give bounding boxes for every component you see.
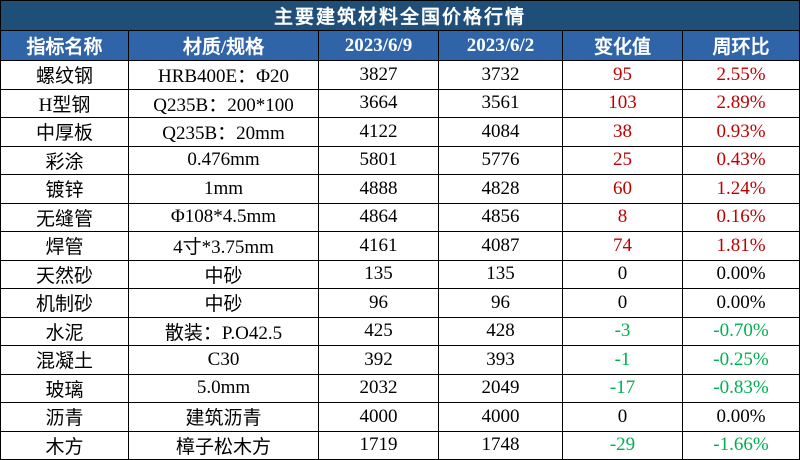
table-cell: 1719: [319, 431, 438, 459]
table-cell: 1.24%: [683, 175, 799, 203]
row-label: 中厚板: [1, 118, 128, 146]
table-cell: 4864: [319, 203, 438, 231]
table-cell: -29: [563, 431, 682, 459]
table-cell: 中砂: [129, 289, 318, 317]
table-cell: 散装：P.O42.5: [129, 317, 318, 345]
table-cell: Q235B：200*100: [129, 89, 318, 117]
row-label: H型钢: [1, 89, 128, 117]
row-label: 彩涂: [1, 146, 128, 174]
table-cell: 4888: [319, 175, 438, 203]
column-header: 材质/规格: [129, 31, 318, 60]
table-cell: Φ108*4.5mm: [129, 203, 318, 231]
table-cell: 5776: [439, 146, 562, 174]
row-label: 螺纹钢: [1, 61, 128, 89]
column-header: 2023/6/9: [319, 31, 438, 60]
table-cell: 1.81%: [683, 232, 799, 260]
table-cell: 0.00%: [683, 289, 799, 317]
table-cell: C30: [129, 346, 318, 374]
table-title: 主要建筑材料全国价格行情: [1, 1, 799, 30]
table-cell: 25: [563, 146, 682, 174]
table-cell: 8: [563, 203, 682, 231]
table-cell: 4000: [439, 403, 562, 431]
table-cell: 3827: [319, 61, 438, 89]
table-cell: 4084: [439, 118, 562, 146]
table-cell: 4087: [439, 232, 562, 260]
row-label: 木方: [1, 431, 128, 459]
table-cell: 95: [563, 61, 682, 89]
row-label: 无缝管: [1, 203, 128, 231]
table-cell: 1mm: [129, 175, 318, 203]
table-cell: 4828: [439, 175, 562, 203]
table-cell: 0.00%: [683, 403, 799, 431]
table-cell: 2.89%: [683, 89, 799, 117]
table-cell: -0.83%: [683, 374, 799, 402]
table-cell: 74: [563, 232, 682, 260]
table-cell: 1748: [439, 431, 562, 459]
table-cell: 3732: [439, 61, 562, 89]
table-cell: 428: [439, 317, 562, 345]
table-cell: Q235B：20mm: [129, 118, 318, 146]
table-cell: HRB400E：Φ20: [129, 61, 318, 89]
column-header: 指标名称: [1, 31, 128, 60]
row-label: 沥青: [1, 403, 128, 431]
row-label: 镀锌: [1, 175, 128, 203]
table-cell: 0.00%: [683, 260, 799, 288]
table-cell: 38: [563, 118, 682, 146]
table-cell: 中砂: [129, 260, 318, 288]
row-label: 玻璃: [1, 374, 128, 402]
row-label: 水泥: [1, 317, 128, 345]
table-cell: 135: [319, 260, 438, 288]
table-cell: 0: [563, 289, 682, 317]
table-cell: 393: [439, 346, 562, 374]
row-label: 机制砂: [1, 289, 128, 317]
table-cell: -1.66%: [683, 431, 799, 459]
table-cell: 0.16%: [683, 203, 799, 231]
table-cell: 建筑沥青: [129, 403, 318, 431]
table-cell: 103: [563, 89, 682, 117]
table-cell: 3561: [439, 89, 562, 117]
column-header: 周环比: [683, 31, 799, 60]
table-cell: 135: [439, 260, 562, 288]
table-cell: 96: [319, 289, 438, 317]
table-cell: -3: [563, 317, 682, 345]
table-cell: 2.55%: [683, 61, 799, 89]
table-cell: 392: [319, 346, 438, 374]
table-cell: 4寸*3.75mm: [129, 232, 318, 260]
table-cell: 4000: [319, 403, 438, 431]
table-cell: -0.25%: [683, 346, 799, 374]
row-label: 天然砂: [1, 260, 128, 288]
table-cell: 0.93%: [683, 118, 799, 146]
table-cell: 4122: [319, 118, 438, 146]
table-cell: 3664: [319, 89, 438, 117]
table-cell: 425: [319, 317, 438, 345]
table-cell: -17: [563, 374, 682, 402]
table-cell: 0.476mm: [129, 146, 318, 174]
table-cell: -1: [563, 346, 682, 374]
table-cell: 2032: [319, 374, 438, 402]
table-cell: 0.43%: [683, 146, 799, 174]
table-cell: -0.70%: [683, 317, 799, 345]
column-header: 2023/6/2: [439, 31, 562, 60]
table-cell: 5801: [319, 146, 438, 174]
table-cell: 樟子松木方: [129, 431, 318, 459]
table-cell: 96: [439, 289, 562, 317]
table-cell: 0: [563, 403, 682, 431]
table-cell: 2049: [439, 374, 562, 402]
row-label: 混凝土: [1, 346, 128, 374]
row-label: 焊管: [1, 232, 128, 260]
table-cell: 0: [563, 260, 682, 288]
table-cell: 4161: [319, 232, 438, 260]
column-header: 变化值: [563, 31, 682, 60]
table-cell: 60: [563, 175, 682, 203]
table-cell: 5.0mm: [129, 374, 318, 402]
table-cell: 4856: [439, 203, 562, 231]
